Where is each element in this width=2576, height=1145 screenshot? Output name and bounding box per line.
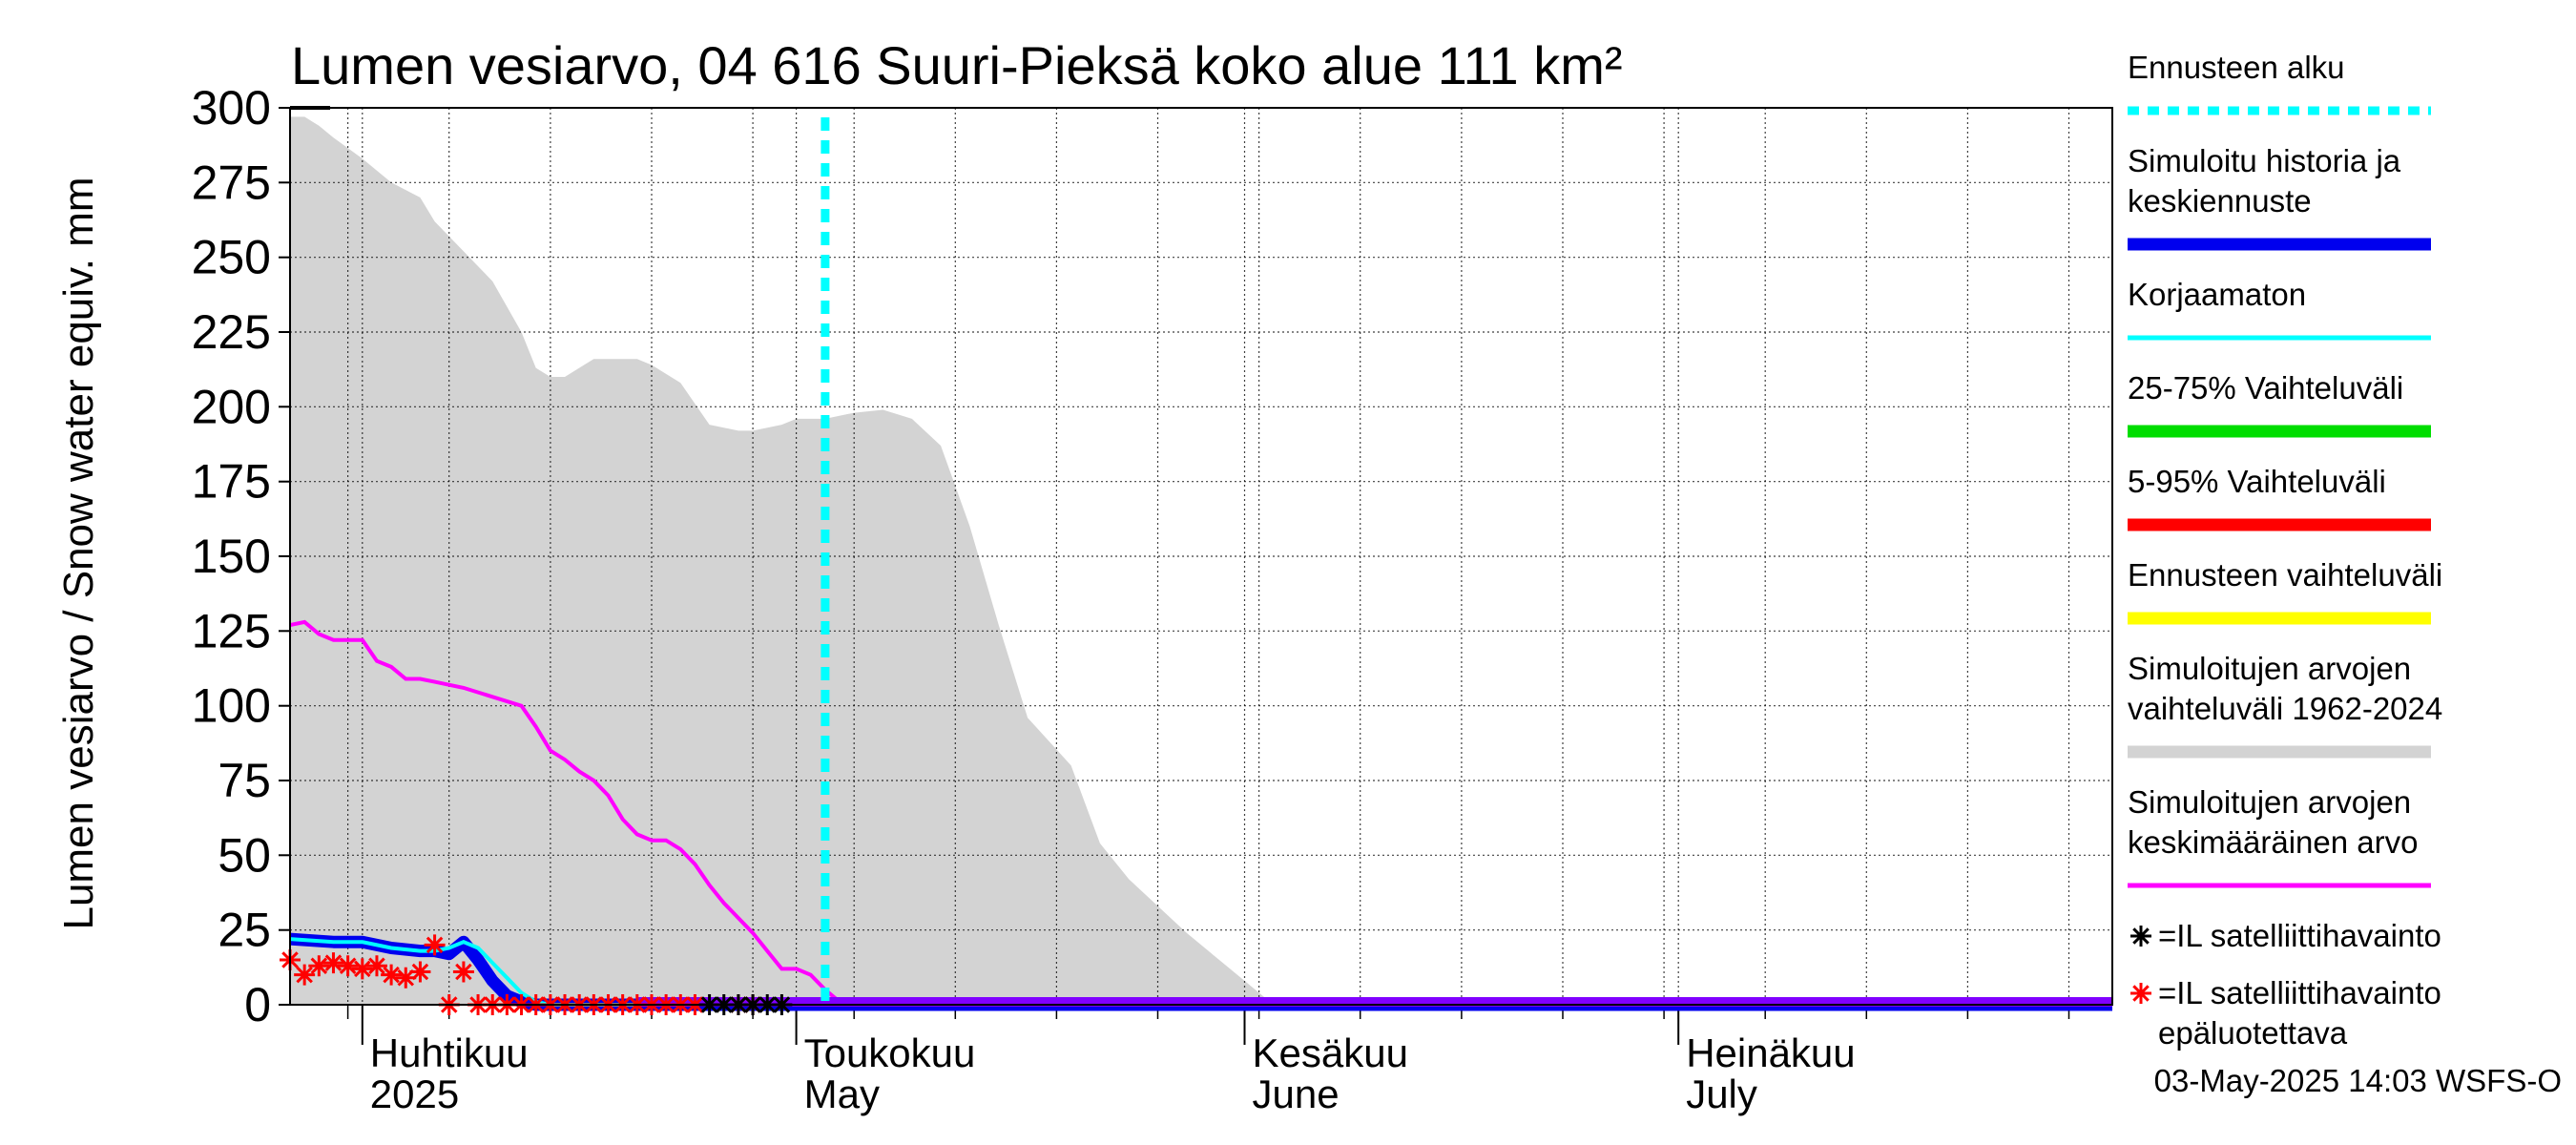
x-month-year-label: June xyxy=(1253,1072,1340,1116)
y-tick-label: 150 xyxy=(192,530,271,583)
satellite-unreliable-marker xyxy=(381,964,403,986)
x-month-label: Kesäkuu xyxy=(1253,1030,1408,1075)
y-tick-label: 300 xyxy=(192,81,271,135)
legend-star-swatch xyxy=(2130,983,2151,1004)
plot-area: 0 25 50 75 100 125 150 175 200 225 250 275 300 Huhtik… xyxy=(192,81,2113,1116)
historical-mean-line xyxy=(289,619,2112,1007)
legend-item-satbad: =IL satelliittihavainto epäluotettava xyxy=(2130,975,2441,1051)
satellite-unreliable-marker xyxy=(365,955,387,977)
y-tick-label: 275 xyxy=(192,156,271,209)
y-tick-label: 100 xyxy=(192,679,271,733)
satellite-unreliable-marker xyxy=(452,961,474,983)
satellite-unreliable-marker xyxy=(351,958,373,980)
y-tick-label: 0 xyxy=(244,978,271,1031)
timestamp-footer: 03-May-2025 14:03 WSFS-O xyxy=(2154,1063,2562,1098)
x-month-year-label: May xyxy=(804,1072,880,1116)
satellite-unreliable-marker xyxy=(424,934,446,956)
x-month-label: Heinäkuu xyxy=(1686,1030,1855,1075)
legend-label: keskiennuste xyxy=(2128,183,2312,219)
y-tick-label: 125 xyxy=(192,604,271,657)
y-tick-label: 225 xyxy=(192,305,271,359)
y-tick-label: 250 xyxy=(192,231,271,284)
satellite-unreliable-marker xyxy=(395,967,417,989)
grid-lines xyxy=(279,107,2112,1019)
legend-label: Simuloitujen arvojen xyxy=(2128,784,2411,820)
legend-item-sat: =IL satelliittihavainto xyxy=(2130,918,2441,953)
x-month-year-label: 2025 xyxy=(370,1072,459,1116)
legend-label: Simuloitu historia ja xyxy=(2128,143,2401,178)
satellite-unreliable-marker xyxy=(294,964,316,986)
y-tick-label: 25 xyxy=(218,904,271,957)
legend-label: Ennusteen vaihteluväli xyxy=(2128,557,2442,593)
satellite-unreliable-marker xyxy=(409,961,431,983)
y-tick-label: 200 xyxy=(192,380,271,433)
legend-label: 25-75% Vaihteluväli xyxy=(2128,370,2403,406)
legend-label: =IL satelliittihavainto xyxy=(2158,975,2441,1010)
x-month-label: Huhtikuu xyxy=(370,1030,529,1075)
chart-title: Lumen vesiarvo, 04 616 Suuri-Pieksä koko… xyxy=(291,35,1623,95)
legend-label: Simuloitujen arvojen xyxy=(2128,651,2411,686)
legend-item-sim: Simuloitu historia ja keskiennuste xyxy=(2128,143,2431,251)
legend-item-raw: Korjaamaton xyxy=(2128,277,2431,341)
legend-label: vaihteluväli 1962-2024 xyxy=(2128,691,2442,726)
legend-item-forecast: Ennusteen alku xyxy=(2128,50,2431,115)
legend-item-histmean: Simuloitujen arvojen keskimääräinen arvo xyxy=(2128,784,2431,888)
legend-item-fcrange: Ennusteen vaihteluväli xyxy=(2128,557,2442,625)
legend-label: =IL satelliittihavainto xyxy=(2158,918,2441,953)
satellite-unreliable-marker xyxy=(337,955,359,977)
y-tick-label: 50 xyxy=(218,828,271,882)
x-month-year-label: July xyxy=(1686,1072,1757,1116)
legend-label: Ennusteen alku xyxy=(2128,50,2345,85)
legend-label: epäluotettava xyxy=(2158,1015,2348,1051)
satellite-unreliable-marker xyxy=(308,955,330,977)
x-month-label: Toukokuu xyxy=(804,1030,976,1075)
legend-label: Korjaamaton xyxy=(2128,277,2306,312)
y-axis-label: Lumen vesiarvo / Snow water equiv. mm xyxy=(55,177,102,929)
y-tick-label: 75 xyxy=(218,754,271,807)
legend-item-histrange: Simuloitujen arvojen vaihteluväli 1962-20… xyxy=(2128,651,2442,759)
historical-range-area xyxy=(290,116,1274,1005)
legend-label: keskimääräinen arvo xyxy=(2128,824,2418,860)
legend: Ennusteen alku Simuloitu historia ja keski… xyxy=(2128,50,2442,1051)
legend-item-p595: 5-95% Vaihteluväli xyxy=(2128,464,2431,531)
plot-frame xyxy=(289,107,2113,1006)
legend-label: 5-95% Vaihteluväli xyxy=(2128,464,2386,499)
satellite-unreliable-marker xyxy=(322,952,344,974)
legend-item-p2575: 25-75% Vaihteluväli xyxy=(2128,370,2431,438)
legend-star-swatch xyxy=(2130,926,2151,947)
y-tick-label: 175 xyxy=(192,455,271,509)
